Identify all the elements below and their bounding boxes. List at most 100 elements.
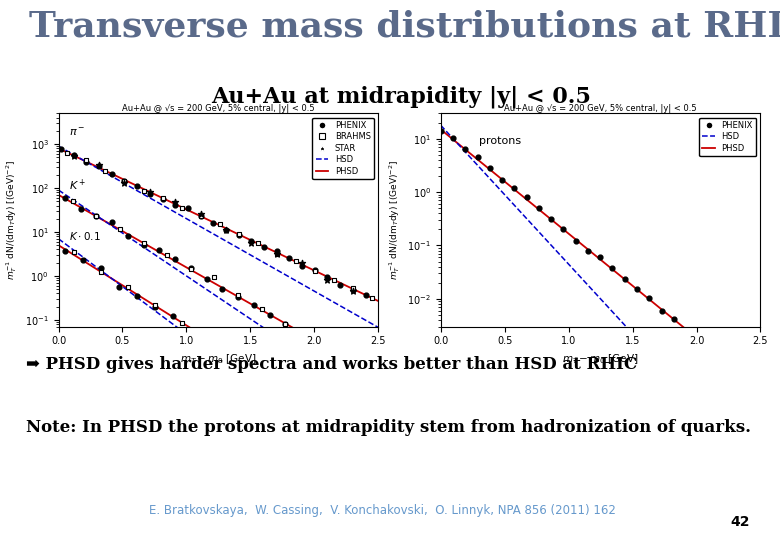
Point [326,347,339,355]
Point [80,156,93,164]
Point [114,225,126,234]
Point [161,251,173,259]
Point [220,226,232,234]
Point [214,220,226,228]
Point [289,257,302,266]
Point [245,239,257,247]
X-axis label: $m_T - m_0$ [GeV]: $m_T - m_0$ [GeV] [180,352,257,366]
Point [90,212,103,220]
Point [68,151,80,159]
Point [149,303,161,312]
Point [74,204,87,213]
Point [119,177,131,185]
Legend: PHENIX, BRAHMS, STAR, HSD, PHSD: PHENIX, BRAHMS, STAR, HSD, PHSD [312,118,374,179]
Point [106,218,119,226]
Point [257,366,270,374]
Point [717,357,729,366]
Point [484,164,496,173]
Point [346,285,359,294]
Point [131,181,144,190]
Point [216,285,229,294]
Point [309,266,321,274]
Title: Au+Au @ √s = 200 GeV, 5% central, |y| < 0.5: Au+Au @ √s = 200 GeV, 5% central, |y| < … [122,104,314,113]
Point [296,259,308,268]
Text: $\pi^-$: $\pi^-$ [69,127,85,138]
Point [342,354,355,363]
Point [328,276,340,285]
Point [303,336,315,345]
Point [68,152,80,160]
Point [545,214,558,223]
Point [251,239,264,247]
Text: $K^+$: $K^+$ [69,178,86,193]
X-axis label: $m_T - m_0$ [GeV]: $m_T - m_0$ [GeV] [562,352,639,366]
Text: E. Bratkovskaya,  W. Cassing,  V. Konchakovski,  O. Linnyk, NPA 856 (2011) 162: E. Bratkovskaya, W. Cassing, V. Konchako… [148,504,615,517]
Point [311,402,324,410]
Point [167,312,179,321]
Point [93,160,105,169]
Point [321,275,334,284]
Point [366,436,378,445]
Point [105,170,118,179]
Point [137,240,150,249]
Point [346,287,359,295]
Point [257,368,270,377]
Point [285,387,297,395]
Point [704,346,717,355]
Y-axis label: $m_T^{-1}$ dN/(dm$_T$dy) [(GeV)$^{-2}$]: $m_T^{-1}$ dN/(dm$_T$dy) [(GeV)$^{-2}$] [387,160,402,280]
Point [131,292,144,300]
Point [119,179,131,187]
Point [348,432,360,441]
Point [508,184,520,192]
Point [169,198,182,206]
Point [122,232,134,240]
Point [271,249,283,258]
Point [655,307,668,315]
Point [95,264,108,272]
Point [606,264,619,273]
Point [334,280,346,289]
Point [156,195,168,204]
Point [339,418,351,427]
Point [76,256,89,265]
Point [93,161,105,170]
Point [169,201,182,210]
Point [203,334,215,343]
Text: Transverse mass distributions at RHIC: Transverse mass distributions at RHIC [30,10,780,44]
Point [66,197,79,206]
Point [149,301,161,309]
Point [459,145,471,154]
Point [279,320,292,328]
Point [203,336,215,345]
Text: Note: In PHSD the protons at midrapidity stem from hadronization of quarks.: Note: In PHSD the protons at midrapidity… [26,418,750,435]
Point [321,273,334,281]
Point [295,327,307,336]
Point [168,255,181,264]
Point [520,193,533,201]
Point [208,272,221,281]
Legend: PHENIX, HSD, PHSD: PHENIX, HSD, PHSD [699,118,757,156]
Point [232,230,245,239]
Point [366,294,378,303]
Point [156,194,168,202]
Point [296,262,308,271]
Point [153,246,165,254]
Point [346,284,359,293]
Point [594,253,606,261]
Point [279,320,292,329]
Point [309,266,321,275]
Point [311,402,324,411]
Point [434,127,447,136]
Text: protons: protons [479,136,521,146]
Point [119,176,131,185]
Point [185,326,197,335]
Y-axis label: $m_T^{-1}$ dN/(dm$_T$dy) [(GeV)$^{-2}$]: $m_T^{-1}$ dN/(dm$_T$dy) [(GeV)$^{-2}$] [5,160,20,280]
Point [222,343,234,352]
Point [230,348,243,357]
Point [557,225,569,234]
Point [366,438,378,447]
Point [271,247,283,256]
Point [239,361,252,369]
Point [256,305,268,313]
Point [137,238,150,247]
